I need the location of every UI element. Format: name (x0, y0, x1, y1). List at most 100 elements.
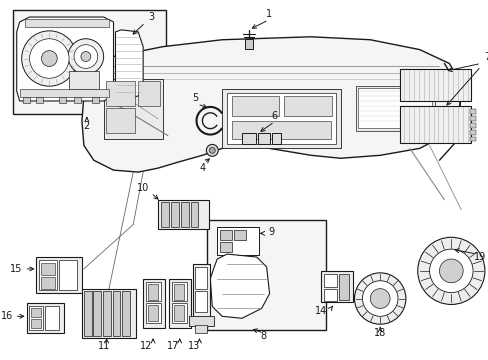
Bar (158, 200, 209, 229)
Bar (171, 303, 186, 323)
Text: 9: 9 (268, 228, 274, 237)
Bar (220, 242, 232, 252)
Bar (37, 97, 43, 103)
Bar (40, 260, 57, 290)
Text: 13: 13 (188, 341, 200, 351)
Bar (41, 277, 55, 289)
Polygon shape (115, 30, 143, 99)
Bar (74, 97, 81, 103)
Bar (469, 130, 475, 135)
Bar (323, 289, 336, 301)
Bar (45, 306, 59, 330)
Circle shape (362, 281, 397, 316)
Text: 5: 5 (192, 93, 198, 103)
Bar (148, 284, 158, 300)
Text: 10: 10 (137, 183, 149, 193)
Bar (82, 289, 136, 338)
Bar (143, 279, 164, 328)
Bar (59, 260, 77, 290)
Bar (399, 69, 470, 101)
Bar (28, 306, 43, 330)
Bar (192, 264, 210, 318)
Bar (170, 202, 178, 228)
Bar (194, 291, 207, 312)
Bar (180, 202, 188, 228)
Text: 19: 19 (473, 252, 485, 262)
Bar (222, 89, 340, 148)
Text: 16: 16 (0, 311, 13, 321)
Bar (59, 97, 66, 103)
Bar (173, 305, 183, 321)
Bar (69, 71, 99, 89)
Bar (105, 108, 135, 132)
Circle shape (29, 39, 69, 78)
Bar (92, 97, 99, 103)
Bar (41, 263, 55, 275)
Bar (234, 230, 245, 240)
Bar (146, 303, 161, 323)
Bar (112, 291, 120, 336)
Bar (161, 202, 168, 228)
Text: 18: 18 (373, 328, 386, 338)
Circle shape (429, 249, 472, 293)
Bar (26, 303, 64, 333)
Bar (244, 39, 252, 49)
Text: 12: 12 (140, 341, 152, 351)
Text: 6: 6 (271, 111, 277, 121)
Bar (358, 88, 431, 128)
Bar (148, 305, 158, 321)
Bar (105, 81, 135, 106)
Bar (271, 132, 281, 144)
Text: 4: 4 (199, 163, 205, 173)
Text: 11: 11 (97, 341, 109, 351)
Text: 2: 2 (83, 121, 90, 131)
Bar (194, 267, 207, 289)
Bar (138, 81, 160, 106)
Circle shape (209, 147, 215, 153)
Bar (168, 279, 190, 328)
Bar (226, 93, 335, 144)
Bar (469, 136, 475, 141)
Circle shape (81, 51, 91, 62)
Polygon shape (82, 37, 460, 172)
Circle shape (41, 51, 57, 66)
Bar (22, 97, 29, 103)
Bar (469, 116, 475, 121)
Bar (20, 89, 108, 97)
Circle shape (439, 259, 462, 283)
Bar (84, 291, 92, 336)
Circle shape (68, 39, 103, 74)
Bar (146, 282, 161, 301)
Bar (217, 228, 258, 255)
Polygon shape (210, 254, 269, 318)
Text: 14: 14 (314, 306, 326, 316)
Bar (173, 284, 183, 300)
Bar (171, 282, 186, 301)
Bar (242, 132, 255, 144)
Bar (469, 123, 475, 128)
Bar (30, 309, 41, 317)
Bar (469, 109, 475, 114)
Bar (188, 316, 214, 326)
Text: 8: 8 (260, 331, 266, 341)
Circle shape (417, 237, 484, 305)
Text: 17: 17 (166, 341, 179, 351)
Bar (122, 291, 130, 336)
Circle shape (369, 289, 389, 309)
Bar (24, 19, 108, 27)
Bar (103, 79, 163, 139)
Bar (30, 319, 41, 328)
Bar (93, 291, 101, 336)
Text: 3: 3 (133, 12, 154, 34)
Bar (257, 132, 269, 144)
Bar (355, 86, 434, 131)
Bar (284, 96, 331, 116)
Bar (190, 202, 198, 228)
Circle shape (354, 273, 405, 324)
Bar (399, 106, 470, 143)
Polygon shape (17, 17, 113, 101)
Bar (207, 220, 325, 330)
Circle shape (206, 144, 218, 156)
Bar (232, 121, 330, 139)
Circle shape (74, 45, 98, 68)
